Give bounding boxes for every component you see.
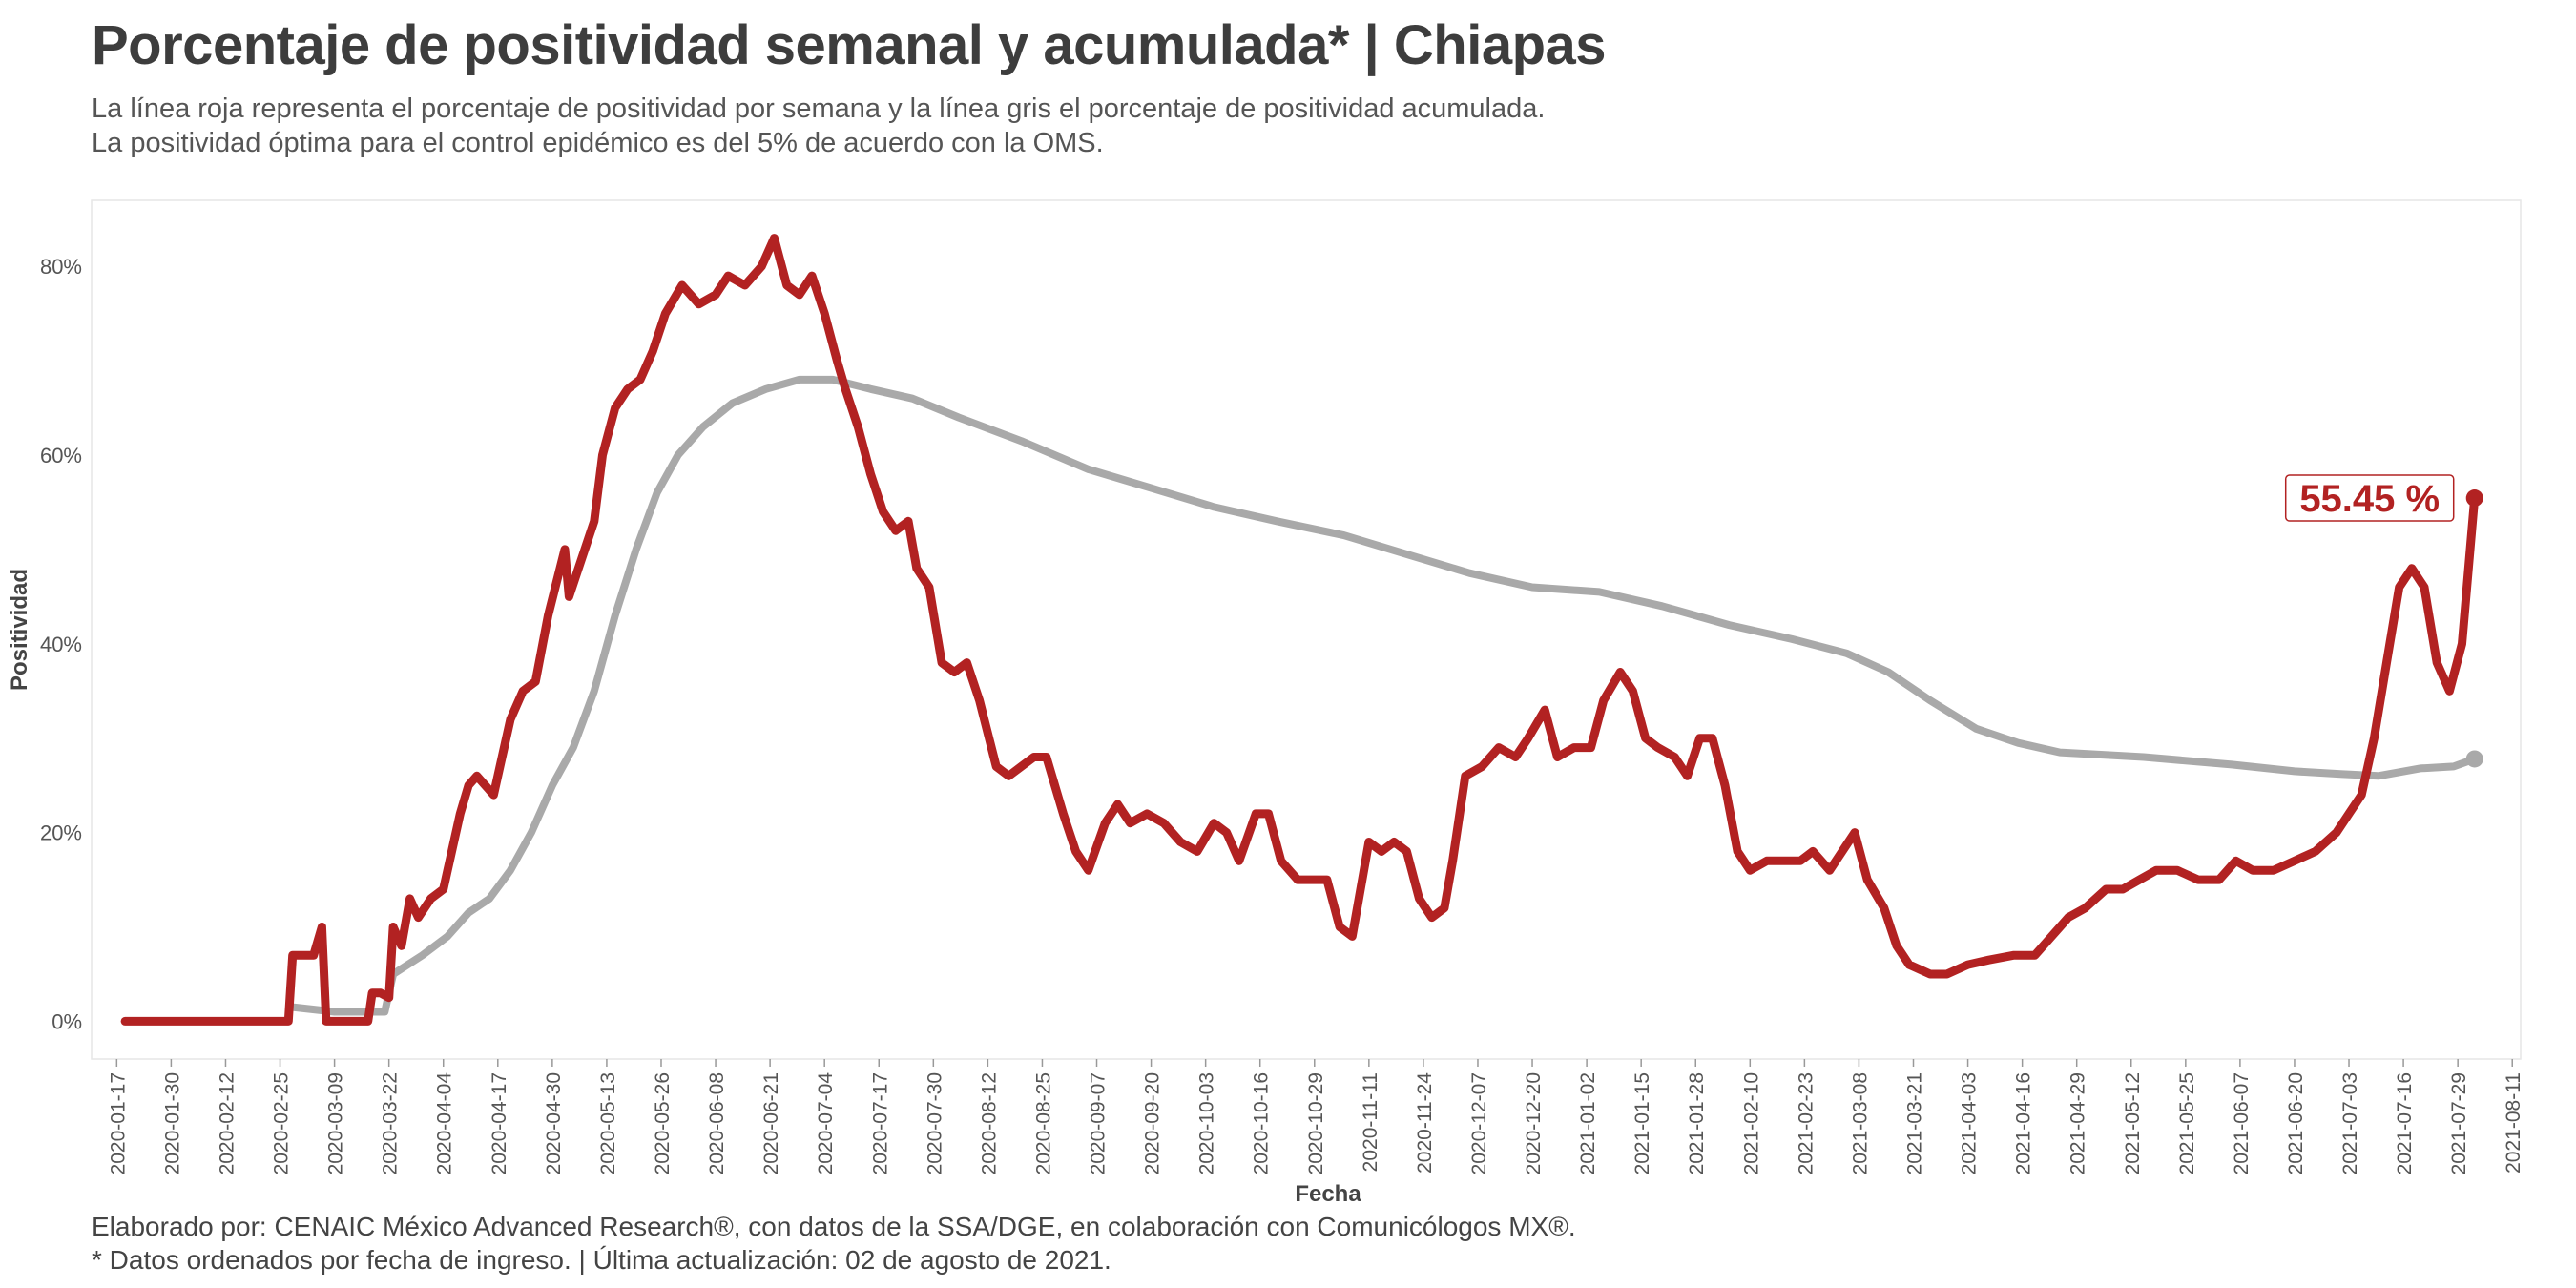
- y-axis-label: Positividad: [7, 569, 32, 691]
- x-tick-label: 2021-03-08: [1849, 1072, 1871, 1174]
- x-tick-label: 2020-05-13: [597, 1072, 619, 1174]
- subtitle-line-1: La línea roja representa el porcentaje d…: [92, 93, 1546, 124]
- x-tick-label: 2020-07-30: [924, 1072, 945, 1174]
- x-tick-label: 2021-04-29: [2067, 1072, 2089, 1174]
- x-tick-label: 2021-06-07: [2231, 1072, 2253, 1174]
- y-tick-label: 80%: [40, 255, 82, 279]
- x-tick-label: 2020-10-29: [1305, 1072, 1327, 1174]
- y-tick-label: 40%: [40, 633, 82, 656]
- x-tick-label: 2020-02-25: [271, 1072, 293, 1174]
- x-tick-label: 2021-05-12: [2122, 1072, 2144, 1174]
- x-tick-label: 2021-07-29: [2448, 1072, 2470, 1174]
- x-tick-label: 2020-04-30: [543, 1072, 565, 1174]
- x-tick-label: 2020-06-08: [706, 1072, 728, 1174]
- plot-panel: [91, 199, 2522, 1060]
- annotation-label: 55.45 %: [2299, 478, 2440, 520]
- x-tick-label: 2020-03-22: [380, 1072, 402, 1174]
- x-tick-label: 2020-06-21: [760, 1072, 782, 1174]
- subtitle-line-2: La positividad óptima para el control ep…: [92, 128, 1104, 158]
- series-layer: [120, 234, 2483, 1026]
- x-tick-label: 2020-09-20: [1142, 1072, 1164, 1174]
- x-tick-label: 2021-01-15: [1631, 1072, 1653, 1174]
- caption-line-1: Elaborado por: CENAIC México Advanced Re…: [92, 1212, 1576, 1241]
- x-tick-label: 2020-12-20: [1523, 1072, 1545, 1174]
- x-tick-label: 2021-06-20: [2285, 1072, 2307, 1174]
- x-tick-label: 2020-04-17: [488, 1072, 510, 1174]
- x-axis: 2020-01-17 2020-01-30 2020-02-12 2020-02-25…: [107, 1059, 2524, 1174]
- page-title: Porcentaje de positividad semanal y acum…: [92, 14, 1607, 76]
- cumulative-positivity-end-point: [2465, 750, 2483, 768]
- x-tick-label: 2021-08-11: [2503, 1072, 2524, 1174]
- weekly-positivity-line: [120, 234, 2480, 1026]
- x-tick-label: 2021-04-16: [2013, 1072, 2035, 1174]
- x-tick-label: 2020-07-04: [815, 1072, 837, 1175]
- cumulative-positivity-line: [288, 375, 2479, 1016]
- x-tick-label: 2021-03-21: [1904, 1072, 1926, 1174]
- x-tick-label: 2021-01-02: [1577, 1072, 1599, 1174]
- x-tick-label: 2021-07-03: [2339, 1072, 2361, 1174]
- x-tick-label: 2020-08-25: [1032, 1072, 1054, 1174]
- x-tick-label: 2020-04-04: [434, 1072, 456, 1175]
- annotation-layer: 55.45 %: [2284, 474, 2455, 522]
- x-tick-label: 2020-10-03: [1196, 1072, 1218, 1174]
- x-tick-label: 2020-05-26: [652, 1072, 674, 1174]
- x-tick-label: 2021-04-03: [1959, 1072, 1981, 1174]
- annotation-box: [2284, 474, 2455, 522]
- x-tick-label: 2020-09-07: [1088, 1072, 1110, 1174]
- x-tick-label: 2020-11-11: [1360, 1072, 1381, 1172]
- x-tick-label: 2020-02-12: [216, 1072, 238, 1174]
- x-tick-label: 2020-01-30: [161, 1072, 183, 1174]
- caption-line-2: * Datos ordenados por fecha de ingreso. …: [92, 1245, 1111, 1275]
- x-tick-label: 2020-03-09: [325, 1072, 347, 1174]
- x-tick-label: 2020-11-24: [1414, 1072, 1436, 1174]
- x-tick-label: 2021-01-28: [1686, 1072, 1708, 1174]
- x-tick-label: 2020-12-07: [1468, 1072, 1490, 1174]
- weekly-positivity-end-point: [2465, 489, 2483, 508]
- x-tick-label: 2020-01-17: [107, 1072, 129, 1174]
- x-tick-label: 2021-07-16: [2394, 1072, 2416, 1174]
- x-tick-label: 2021-05-25: [2176, 1072, 2198, 1174]
- x-tick-label: 2020-07-17: [869, 1072, 891, 1174]
- y-axis: 0% 20% 40% 60% 80%: [40, 255, 82, 1033]
- x-tick-label: 2021-02-10: [1740, 1072, 1762, 1174]
- x-tick-label: 2020-08-12: [978, 1072, 1000, 1174]
- y-tick-label: 60%: [40, 444, 82, 467]
- y-tick-label: 20%: [40, 821, 82, 845]
- x-tick-label: 2020-10-16: [1251, 1072, 1273, 1174]
- x-axis-label: Fecha: [1295, 1181, 1361, 1207]
- x-tick-label: 2021-02-23: [1795, 1072, 1817, 1174]
- y-tick-label: 0%: [52, 1009, 82, 1033]
